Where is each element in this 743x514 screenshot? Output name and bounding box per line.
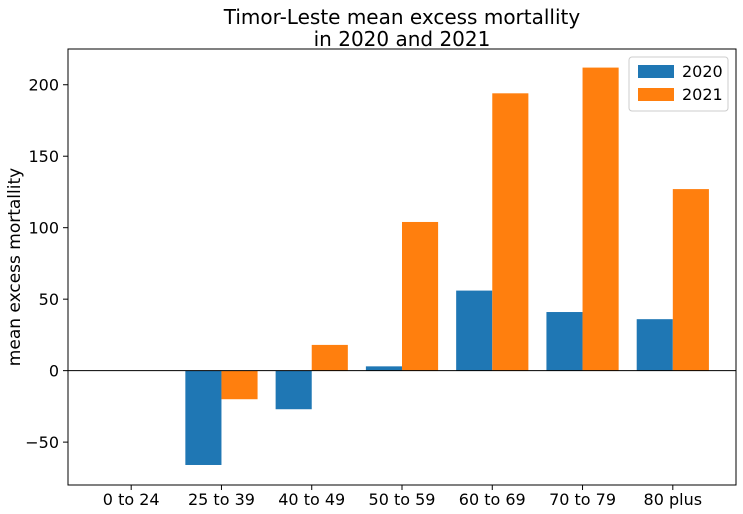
bar-2021-60-to-69	[492, 93, 529, 371]
y-axis-label: mean excess mortallity	[5, 168, 25, 366]
x-tick-label: 40 to 49	[278, 490, 345, 509]
bar-2021-25-to-39	[221, 370, 258, 400]
x-tick-label: 0 to 24	[103, 490, 160, 509]
bar-2021-40-to-49	[311, 344, 348, 371]
bar-2020-50-to-59	[365, 366, 402, 371]
bar-2020-40-to-49	[275, 370, 312, 410]
y-tick-label: 100	[28, 219, 59, 238]
legend-swatch-2020	[638, 65, 674, 78]
x-tick-label: 60 to 69	[459, 490, 526, 509]
bars-group	[185, 67, 709, 465]
bar-2020-25-to-39	[185, 370, 222, 465]
bar-2021-70-to-79	[582, 67, 619, 371]
bar-2020-60-to-69	[456, 290, 493, 371]
x-axis: 0 to 24 25 to 39 40 to 49 50 to 59 60 to 69 7…	[103, 485, 702, 509]
bar-2020-80-plus	[636, 319, 673, 371]
bar-2021-80-plus	[672, 189, 709, 371]
bar-2020-70-to-79	[546, 312, 583, 371]
legend-swatch-2021	[638, 88, 674, 101]
y-tick-label: 150	[28, 147, 59, 166]
x-tick-label: 50 to 59	[369, 490, 436, 509]
legend: 2020 2021	[628, 56, 729, 112]
y-tick-label: 50	[39, 290, 59, 309]
y-axis: −50 0 50 100 150 200	[25, 76, 68, 452]
chart-title-line1: Timor-Leste mean excess mortallity	[223, 5, 581, 29]
y-tick-label: 200	[28, 76, 59, 95]
legend-label-2021: 2021	[682, 85, 723, 104]
y-tick-label: −50	[25, 433, 59, 452]
chart-title-line2: in 2020 and 2021	[313, 27, 491, 51]
x-tick-label: 70 to 79	[549, 490, 616, 509]
bar-2021-50-to-59	[402, 221, 439, 371]
x-tick-label: 80 plus	[644, 490, 703, 509]
x-tick-label: 25 to 39	[188, 490, 255, 509]
legend-label-2020: 2020	[682, 62, 723, 81]
y-tick-label: 0	[49, 362, 59, 381]
